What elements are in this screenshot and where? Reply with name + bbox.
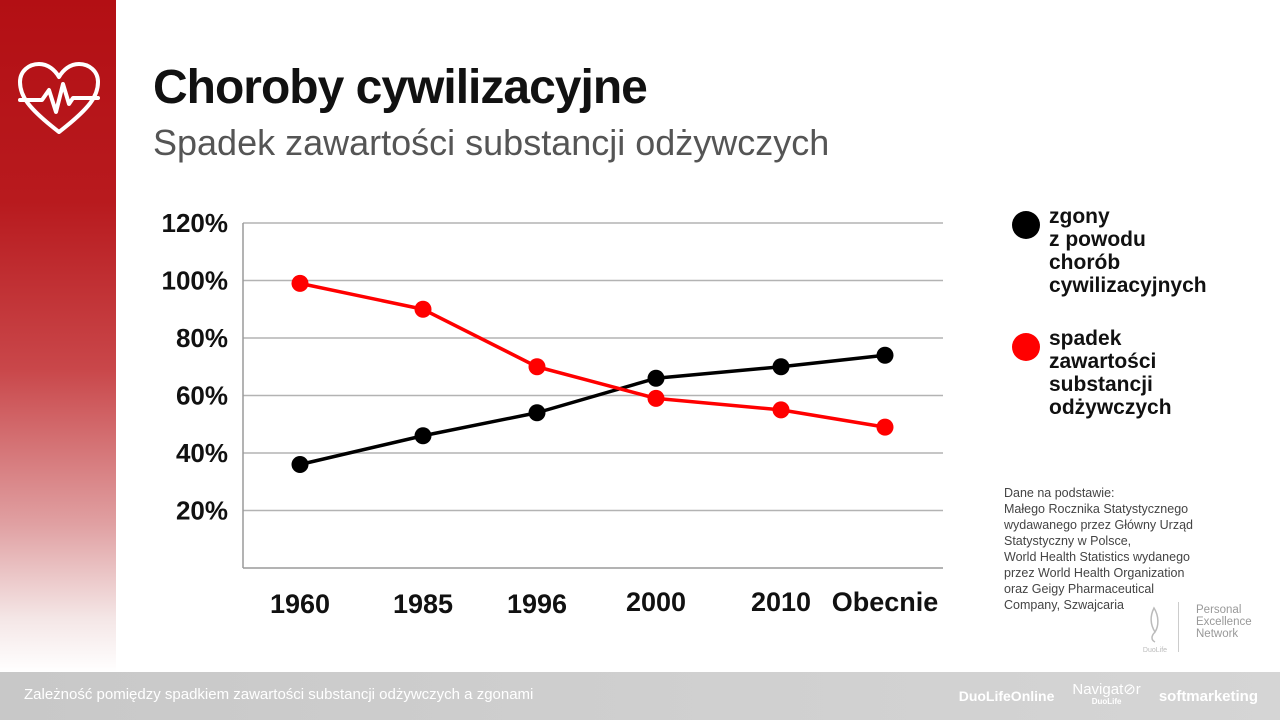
series-line — [299, 353, 886, 467]
footer-caption: Zależność pomiędzy spadkiem zawartości s… — [24, 686, 534, 703]
data-point — [291, 456, 309, 473]
legend-label: substancji — [1049, 373, 1153, 396]
y-tick-label: 80% — [176, 323, 228, 353]
data-point — [528, 404, 546, 422]
source-line: oraz Geigy Pharmaceutical — [1004, 582, 1155, 596]
data-point — [772, 401, 790, 419]
legend-label: chorób — [1049, 251, 1121, 274]
legend-label: spadek — [1049, 327, 1122, 350]
page-subtitle: Spadek zawartości substancji odżywczych — [153, 122, 830, 163]
source-line: World Health Statistics wydanego — [1004, 550, 1190, 564]
data-point — [647, 369, 665, 387]
legend-item: zgony z powodu chorób cywilizacyjnych — [1012, 205, 1252, 297]
page-title: Choroby cywilizacyjne — [153, 61, 648, 114]
series-line — [299, 281, 886, 429]
sidebar-accent — [0, 0, 116, 672]
y-tick-label: 120% — [162, 208, 229, 238]
navigator-logo: Navigat⊘r DuoLife — [1072, 681, 1141, 708]
footer-logos: DuoLifeOnline Navigat⊘r DuoLife softmark… — [958, 681, 1258, 708]
source-line: przez World Health Organization — [1004, 566, 1185, 580]
softmarketing-logo: softmarketing — [1158, 687, 1258, 705]
legend-label: odżywczych — [1049, 396, 1172, 419]
chart-legend: zgony z powodu chorób cywilizacyjnych spadek… — [1012, 205, 1252, 445]
navigator-logo-sub: DuoLife — [1091, 697, 1122, 706]
footer-bar: Zależność pomiędzy spadkiem zawartości s… — [0, 672, 1280, 720]
x-tick-label: 2000 — [626, 587, 686, 617]
y-tick-label: 60% — [176, 381, 228, 411]
data-point — [528, 358, 546, 376]
source-line: Company, Szwajcaria — [1004, 598, 1124, 612]
y-tick-label: 40% — [176, 438, 228, 468]
source-line: wydawanego przez Główny Urząd — [1004, 518, 1193, 532]
heart-pulse-icon — [18, 62, 100, 134]
data-point — [876, 418, 894, 436]
legend-label: cywilizacyjnych — [1049, 274, 1207, 297]
brand-line: Network — [1196, 628, 1239, 640]
legend-label: z powodu — [1049, 228, 1146, 251]
legend-label: zawartości — [1049, 350, 1157, 373]
data-point — [876, 346, 894, 364]
x-tick-label: 1985 — [393, 589, 453, 619]
legend-label: zgony — [1049, 205, 1110, 228]
data-point — [414, 427, 432, 445]
brand-line: Excellence — [1196, 616, 1252, 628]
x-tick-label: 1996 — [507, 589, 567, 619]
source-line: Statystyczny w Polsce, — [1004, 534, 1132, 548]
data-point — [772, 358, 790, 376]
data-point — [414, 300, 432, 318]
legend-marker — [1012, 211, 1040, 239]
legend-marker — [1012, 333, 1040, 361]
legend-item: spadek zawartości substancji odżywczych — [1012, 327, 1252, 419]
duolife-logo: DuoLife — [1143, 606, 1167, 654]
x-tick-label: 2010 — [751, 587, 811, 617]
source-note: Dane na podstawie: Małego Rocznika Statys… — [1004, 485, 1209, 613]
source-line: Dane na podstawie: — [1004, 486, 1115, 500]
duolife-online-logo: DuoLifeOnline — [958, 688, 1055, 704]
source-line: Małego Rocznika Statystycznego — [1004, 502, 1189, 516]
brand-divider — [1178, 602, 1179, 652]
y-tick-label: 20% — [176, 496, 228, 526]
navigator-logo-text: Navigat⊘r — [1072, 681, 1141, 698]
x-tick-label: Obecnie — [832, 587, 939, 617]
data-point — [291, 274, 309, 292]
brand-text: Personal Excellence Network — [1196, 604, 1276, 640]
x-tick-label: 1960 — [270, 589, 330, 619]
brand-line: Personal — [1196, 604, 1242, 616]
brand-block: DuoLife Personal Excellence Network — [1140, 602, 1270, 662]
y-tick-label: 100% — [162, 266, 229, 296]
duolife-logo-caption: DuoLife — [1143, 647, 1167, 654]
data-point — [647, 389, 665, 407]
